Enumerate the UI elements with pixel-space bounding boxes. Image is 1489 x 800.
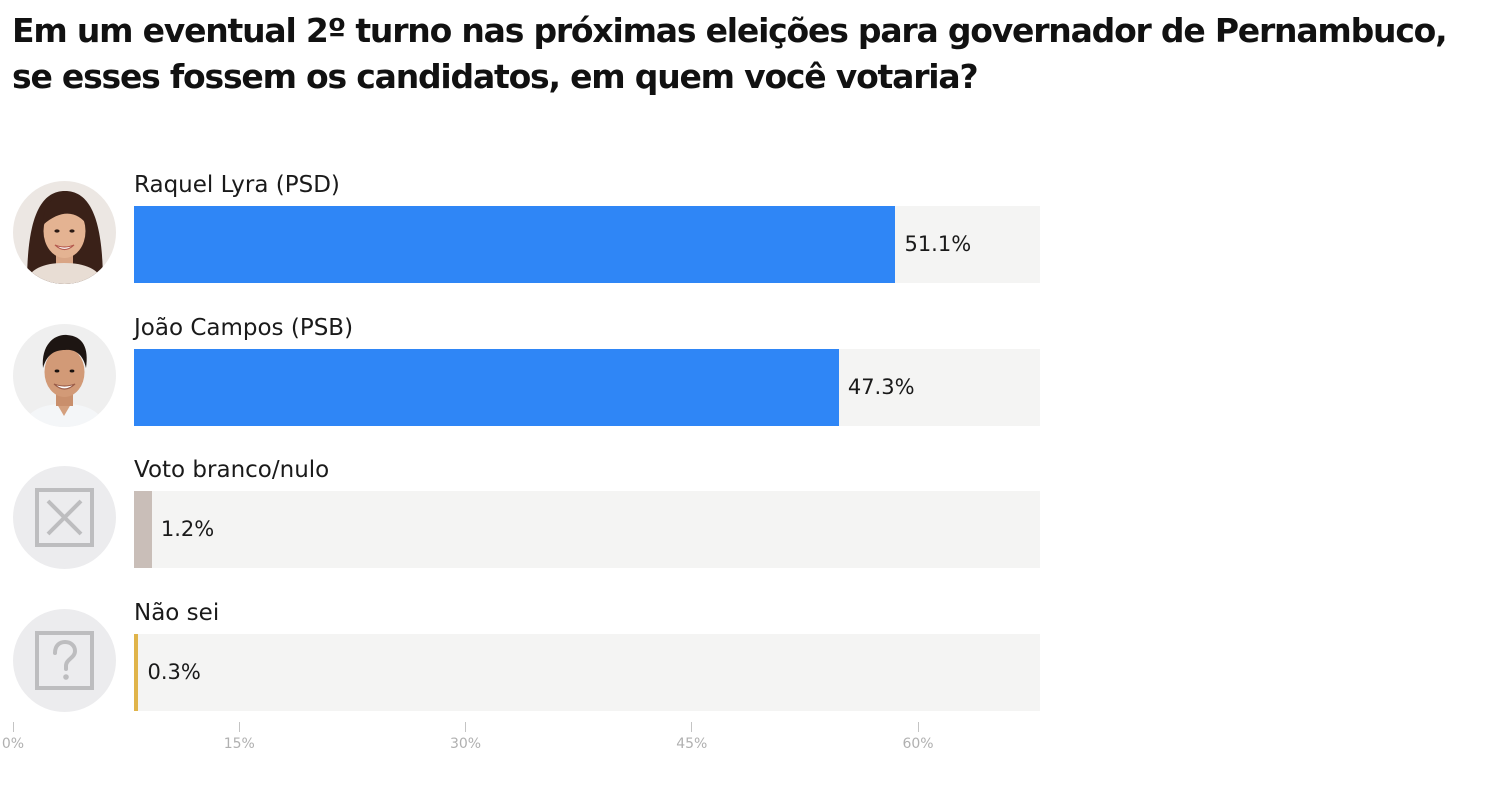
bar-value-label: 51.1% — [904, 232, 972, 256]
chart-title: Em um eventual 2º turno nas próximas ele… — [12, 11, 1448, 96]
bar — [134, 634, 139, 711]
x-tick: 15% — [209, 722, 269, 752]
tick-mark — [12, 722, 14, 732]
joao-campos-photo — [13, 324, 116, 427]
bar-value-label: 1.2% — [160, 517, 215, 541]
bar-label: Raquel Lyra (PSD) — [134, 172, 340, 198]
bar-label: Não sei — [134, 600, 220, 626]
x-box-icon — [13, 466, 116, 569]
x-tick: 0% — [0, 722, 43, 752]
bar — [134, 206, 896, 283]
bar-row-nao-sei: Não sei 0.3% — [0, 599, 1100, 741]
bar-track: 0.3% — [134, 634, 1040, 711]
bar — [134, 349, 839, 426]
bar-label: Voto branco/nulo — [134, 457, 330, 483]
tick-mark — [691, 722, 693, 732]
tick-mark — [238, 722, 240, 732]
tick-label: 45% — [676, 736, 708, 752]
question-box-icon — [13, 609, 116, 712]
bar-row-voto-branco-nulo: Voto branco/nulo 1.2% — [0, 456, 1100, 598]
bar-value-label: 0.3% — [147, 660, 201, 684]
tick-label: 60% — [902, 736, 934, 752]
tick-mark — [917, 722, 919, 732]
bar-label: João Campos (PSB) — [134, 315, 354, 341]
raquel-lyra-photo — [13, 181, 116, 284]
x-tick: 45% — [662, 722, 722, 752]
tick-label: 30% — [449, 736, 482, 752]
bar-track: 47.3% — [134, 349, 1040, 426]
x-axis: 0% 15% 30% 45% 60% — [0, 722, 1100, 762]
tick-label: 0% — [1, 736, 25, 752]
x-tick: 60% — [888, 722, 948, 752]
tick-mark — [465, 722, 466, 732]
x-tick: 30% — [436, 722, 496, 752]
bar-track: 51.1% — [134, 206, 1040, 283]
bar-row-joao-campos: João Campos (PSB) 47.3% — [0, 314, 1100, 456]
tick-label: 15% — [223, 736, 255, 752]
bar-row-raquel-lyra: Raquel Lyra (PSD) 51.1% — [0, 171, 1100, 313]
bar — [134, 491, 152, 568]
bar-track: 1.2% — [134, 491, 1040, 568]
bar-value-label: 47.3% — [847, 375, 915, 399]
